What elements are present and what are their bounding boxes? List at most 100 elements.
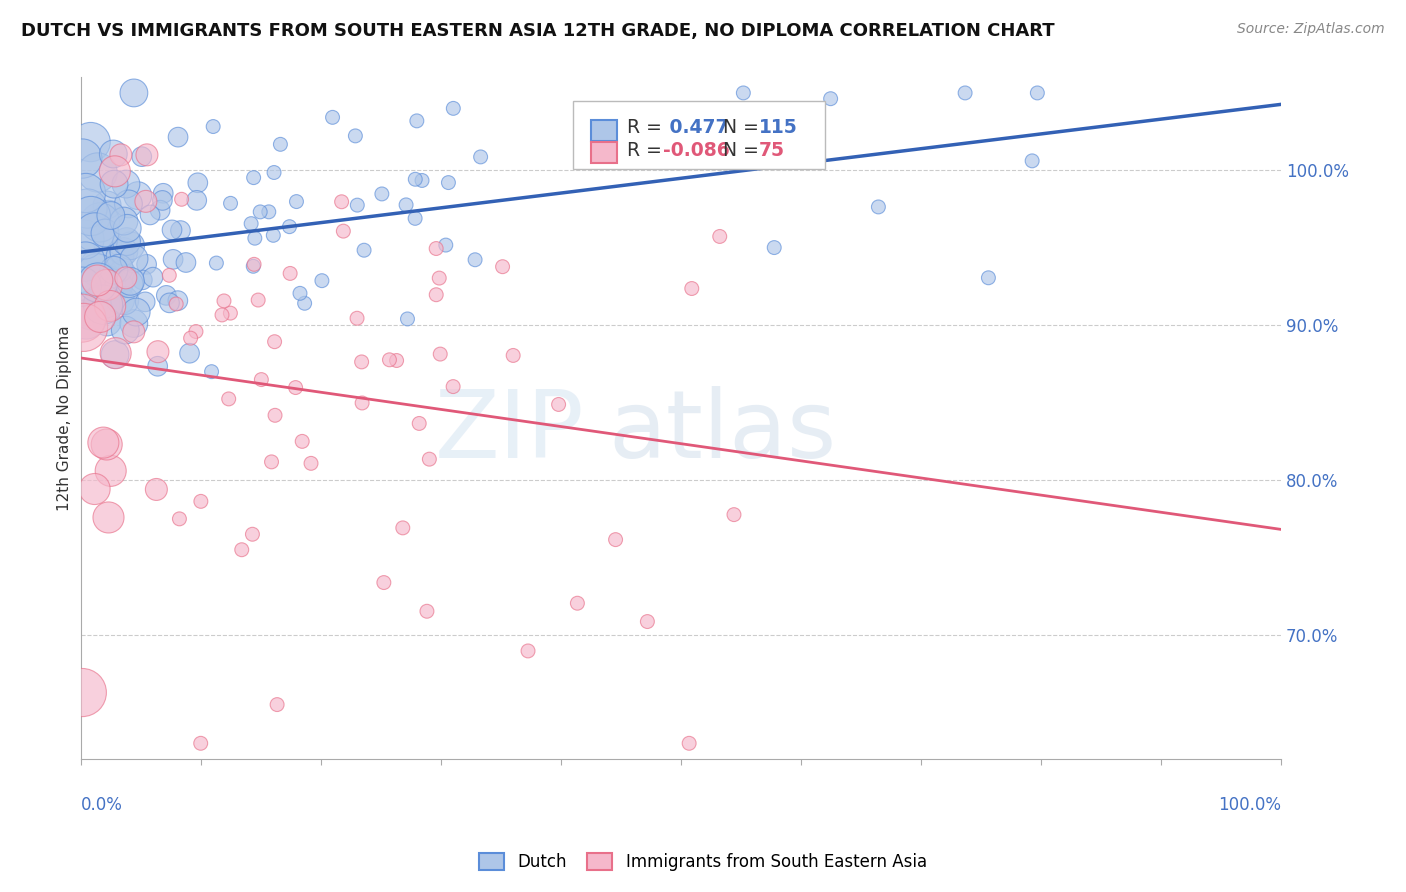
Point	[75, 254, 97, 268]
Point	[547, 397, 569, 411]
Point	[94, 226, 117, 240]
Point	[104, 164, 127, 178]
Text: N =: N =	[711, 119, 765, 137]
Point	[404, 211, 426, 226]
Point	[117, 197, 139, 211]
Point	[763, 241, 786, 255]
Point	[437, 176, 460, 190]
Point	[385, 353, 408, 368]
Point	[145, 483, 167, 497]
Point	[86, 274, 108, 288]
Point	[89, 215, 111, 229]
Point	[247, 293, 270, 307]
Text: 0.0%: 0.0%	[80, 797, 122, 814]
Point	[219, 306, 242, 320]
Point	[332, 224, 354, 238]
Point	[100, 209, 122, 223]
Point	[391, 521, 413, 535]
Point	[75, 186, 97, 200]
Point	[242, 260, 264, 274]
Point	[115, 177, 138, 191]
Point	[97, 207, 120, 221]
Point	[111, 267, 134, 281]
Point	[211, 308, 233, 322]
Point	[79, 135, 101, 149]
Point	[101, 278, 124, 293]
Point	[418, 452, 440, 467]
Point	[166, 293, 188, 308]
Point	[212, 293, 235, 308]
Point	[110, 293, 132, 308]
Point	[200, 365, 222, 379]
Point	[299, 456, 322, 470]
Point	[91, 298, 114, 312]
Point	[179, 346, 201, 360]
Point	[100, 464, 122, 478]
Point	[155, 288, 177, 302]
Point	[219, 196, 242, 211]
Text: R =: R =	[627, 141, 668, 160]
Point	[72, 152, 94, 166]
Point	[249, 205, 271, 219]
Point	[953, 86, 976, 100]
Point	[103, 177, 125, 191]
Point	[96, 315, 118, 329]
Legend: Dutch, Immigrants from South Eastern Asia: Dutch, Immigrants from South Eastern Asi…	[471, 845, 935, 880]
Point	[70, 279, 93, 293]
Point	[408, 417, 430, 431]
Point	[169, 512, 191, 526]
Point	[89, 310, 111, 324]
Point	[278, 219, 301, 234]
Point	[263, 165, 285, 179]
Point	[122, 252, 145, 266]
Point	[264, 409, 287, 423]
Point	[311, 274, 333, 288]
Point	[139, 208, 162, 222]
Text: DUTCH VS IMMIGRANTS FROM SOUTH EASTERN ASIA 12TH GRADE, NO DIPLOMA CORRELATION C: DUTCH VS IMMIGRANTS FROM SOUTH EASTERN A…	[21, 22, 1054, 40]
Point	[344, 128, 367, 143]
Point	[294, 296, 316, 310]
Point	[1026, 86, 1049, 100]
Point	[108, 261, 131, 276]
Point	[371, 186, 394, 201]
Text: ZIP: ZIP	[434, 385, 585, 478]
Point	[1021, 153, 1043, 168]
Point	[134, 294, 156, 309]
Point	[114, 323, 136, 337]
Point	[977, 270, 1000, 285]
Point	[190, 736, 212, 750]
Point	[517, 644, 540, 658]
Text: 75: 75	[759, 141, 785, 160]
Point	[350, 355, 373, 369]
Point	[146, 344, 169, 359]
Point	[93, 435, 115, 450]
Point	[96, 437, 118, 451]
Point	[120, 274, 142, 288]
Point	[187, 176, 209, 190]
Text: 0.477: 0.477	[662, 119, 728, 137]
Point	[165, 297, 187, 311]
Point	[257, 204, 280, 219]
Point	[108, 278, 131, 293]
Text: Source: ZipAtlas.com: Source: ZipAtlas.com	[1237, 22, 1385, 37]
Point	[112, 214, 135, 228]
Point	[104, 347, 127, 361]
Point	[96, 297, 118, 311]
Point	[205, 256, 228, 270]
Point	[330, 194, 353, 209]
Point	[115, 235, 138, 249]
Point	[464, 252, 486, 267]
Point	[76, 202, 98, 216]
Point	[104, 346, 127, 360]
Point	[167, 130, 190, 145]
Point	[278, 267, 301, 281]
Point	[373, 575, 395, 590]
Point	[346, 198, 368, 212]
Point	[434, 238, 457, 252]
Point	[87, 276, 110, 290]
Point	[170, 192, 193, 206]
Point	[160, 223, 183, 237]
Point	[491, 260, 513, 274]
Point	[284, 380, 307, 394]
Point	[127, 188, 149, 202]
